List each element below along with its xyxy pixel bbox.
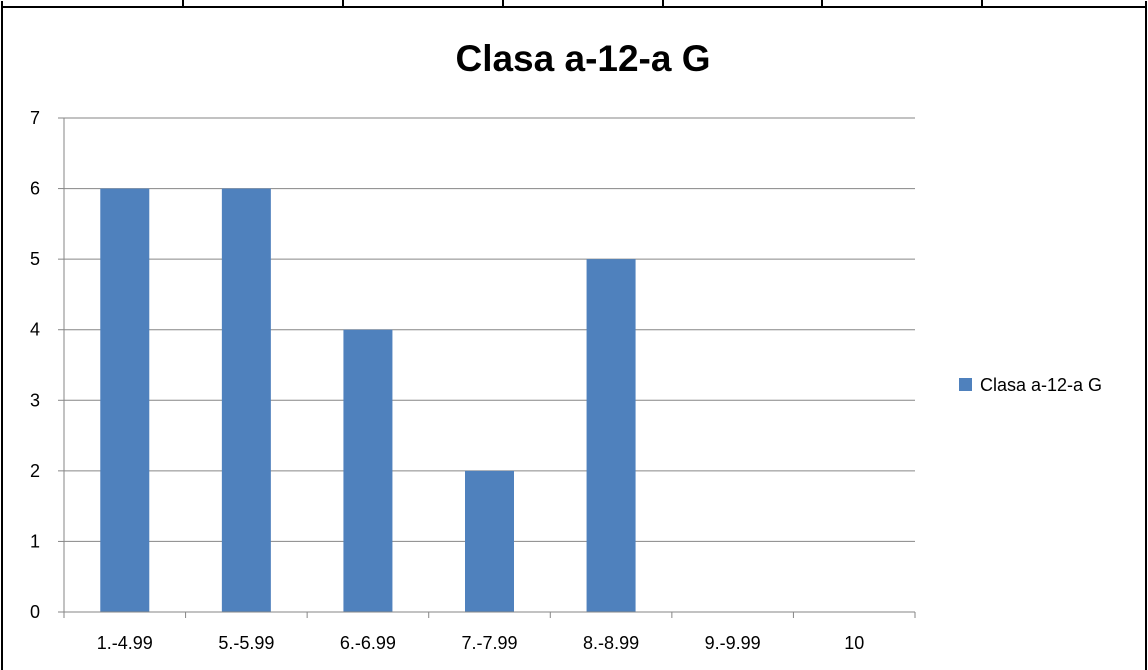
y-tick-label: 3 <box>30 390 40 410</box>
x-tick-label: 8.-8.99 <box>583 633 639 653</box>
y-tick-label: 5 <box>30 249 40 269</box>
x-tick-label: 1.-4.99 <box>97 633 153 653</box>
legend-label: Clasa a-12-a G <box>980 375 1102 395</box>
bar <box>465 470 514 612</box>
y-tick-label: 2 <box>30 461 40 481</box>
x-tick-label: 9.-9.99 <box>705 633 761 653</box>
axes <box>58 117 916 618</box>
x-tick-label: 10 <box>844 633 864 653</box>
y-tick-label: 4 <box>30 320 40 340</box>
x-tick-label: 7.-7.99 <box>461 633 517 653</box>
y-tick-label: 1 <box>30 531 40 551</box>
bar <box>343 329 393 612</box>
legend-swatch <box>959 378 972 391</box>
bar <box>586 259 636 612</box>
x-tick-labels: 1.-4.99 5.-5.99 6.-6.99 7.-7.99 8.-8.99 9.-9.… <box>97 633 864 653</box>
legend: Clasa a-12-a G <box>959 375 1102 395</box>
bars <box>100 188 636 613</box>
chart-title: Clasa a-12-a G <box>455 38 710 79</box>
y-tick-labels: 0 1 2 3 4 5 6 7 <box>30 108 40 622</box>
gridlines <box>64 117 915 542</box>
y-tick-label: 0 <box>30 602 40 622</box>
y-tick-label: 7 <box>30 108 40 128</box>
y-tick-label: 6 <box>30 179 40 199</box>
x-tick-label: 5.-5.99 <box>218 633 274 653</box>
x-tick-label: 6.-6.99 <box>340 633 396 653</box>
bar <box>221 188 271 613</box>
bar <box>100 188 150 613</box>
